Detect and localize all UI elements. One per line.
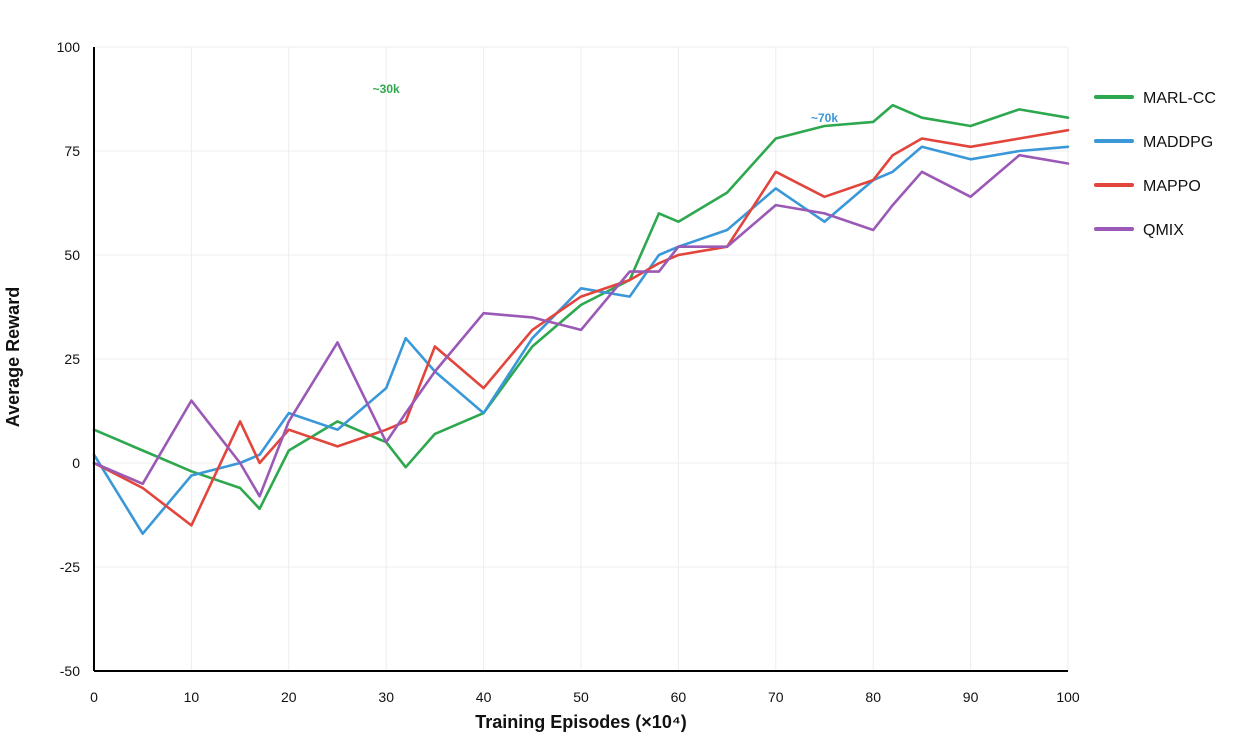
x-tick-label: 100 [1056,689,1080,705]
x-tick-label: 80 [865,689,881,705]
y-tick-label: 100 [57,39,81,55]
x-tick-label: 60 [671,689,687,705]
series-lines [92,103,1070,535]
legend-label-mappo: MAPPO [1143,178,1201,195]
y-tick-label: 0 [72,455,80,471]
legend-label-qmix: QMIX [1143,222,1184,239]
x-tick-label: 20 [281,689,297,705]
y-tick-label: -50 [60,663,80,679]
y-tick-label: 50 [64,247,80,263]
x-tick-label: 10 [184,689,200,705]
y-tick-label: 75 [64,143,80,159]
annotation-label: ~30k [373,82,400,96]
x-tick-labels: 0 10 20 30 40 50 60 70 80 90 100 [90,689,1080,705]
annotations: ~30k ~70k [373,82,839,125]
x-tick-label: 50 [573,689,589,705]
x-tick-label: 30 [378,689,394,705]
grid-lines [93,46,1069,672]
y-tick-label: 25 [64,351,80,367]
y-axis-title: Average Reward [3,287,23,427]
x-tick-label: 70 [768,689,784,705]
x-axis-title: Training Episodes (×10⁴) [475,712,686,732]
y-tick-labels: -50 -25 0 25 50 75 100 [57,39,81,679]
x-tick-label: 0 [90,689,98,705]
x-tick-label: 40 [476,689,492,705]
legend-label-maddpg: MADDPG [1143,134,1213,151]
legend-label-marl-cc: MARL-CC [1143,90,1216,107]
annotation-label: ~70k [811,111,838,125]
y-tick-label: -25 [60,559,80,575]
legend: MARL-CC MADDPG MAPPO QMIX [1094,90,1216,239]
x-tick-label: 90 [963,689,979,705]
